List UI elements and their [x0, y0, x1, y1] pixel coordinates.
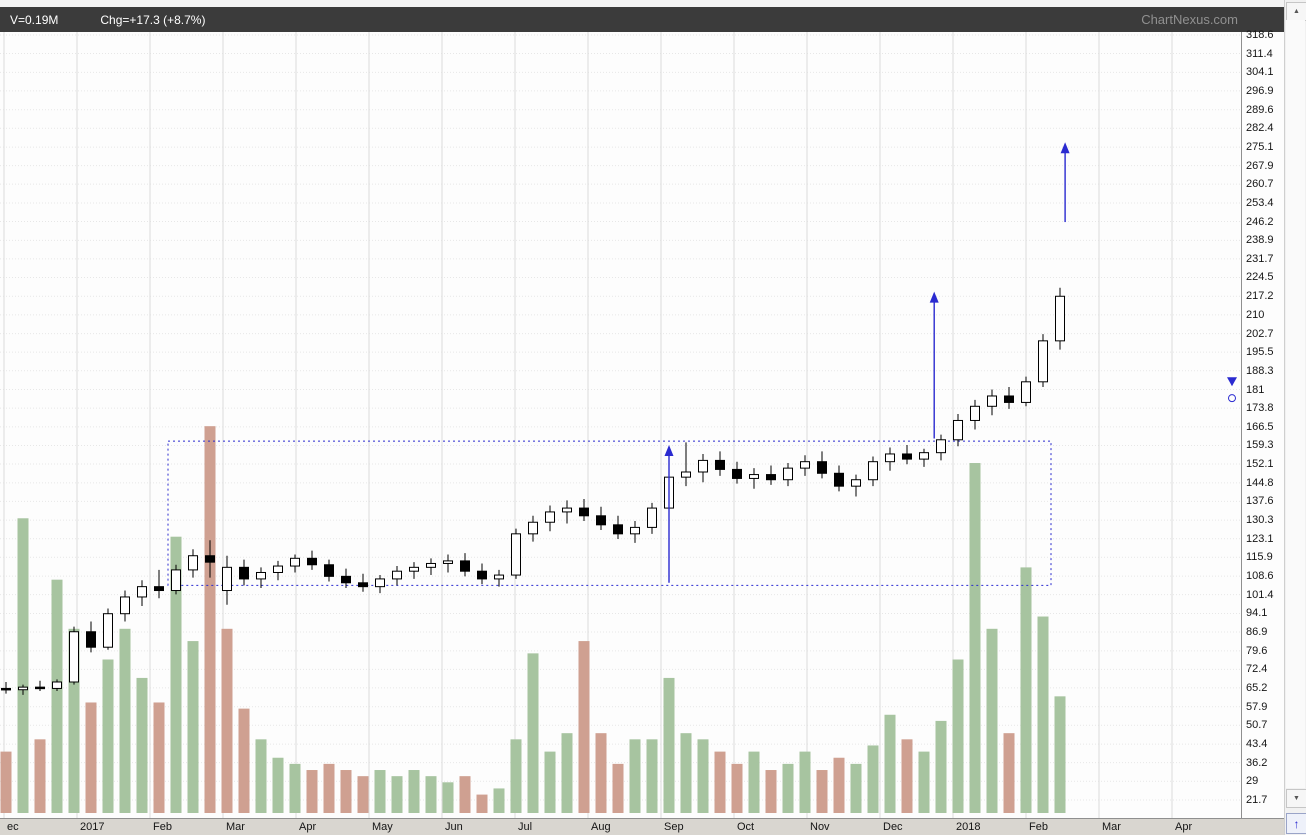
x-tick-label: Sep	[664, 821, 684, 833]
x-tick-label: 2018	[956, 821, 981, 833]
y-tick-label: 202.7	[1246, 327, 1274, 340]
x-tick-label: Apr	[1175, 821, 1193, 833]
y-tick-label: 166.5	[1246, 420, 1274, 433]
y-tick-label: 304.1	[1246, 66, 1274, 79]
y-tick-label: 188.3	[1246, 364, 1274, 377]
y-tick-label: 94.1	[1246, 607, 1268, 620]
y-tick-label: 311.4	[1246, 47, 1273, 60]
x-tick-label: Feb	[153, 821, 172, 833]
y-tick-label: 86.9	[1246, 626, 1268, 638]
y-tick-label: 217.2	[1246, 290, 1274, 303]
x-tick-label: 2017	[80, 821, 105, 833]
volume-bars	[0, 426, 1066, 813]
x-tick-label: Mar	[226, 821, 245, 833]
y-tick-label: 57.9	[1246, 700, 1268, 713]
y-tick-label: 173.8	[1246, 402, 1274, 415]
y-tick-label: 181	[1246, 383, 1265, 396]
x-tick-label: Jun	[445, 821, 463, 833]
y-tick-label: 43.4	[1246, 738, 1268, 751]
chart-header-bar: V=0.19M Chg=+17.3 (+8.7%) ChartNexus.com	[0, 7, 1284, 32]
vertical-scrollbar[interactable]: ▲ ▼ ↑	[1284, 0, 1306, 835]
y-tick-label: 137.6	[1246, 495, 1274, 508]
y-tick-label: 246.2	[1246, 215, 1274, 228]
y-tick-label: 195.5	[1246, 346, 1274, 359]
y-tick-label: 108.6	[1246, 570, 1274, 583]
y-tick-label: 296.9	[1246, 84, 1274, 97]
x-tick-label: Oct	[737, 821, 755, 833]
y-tick-label: 318.6	[1246, 29, 1274, 41]
y-tick-label: 210	[1246, 308, 1265, 321]
last-price-marker	[1227, 377, 1237, 403]
y-tick-label: 101.4	[1246, 588, 1274, 601]
y-tick-label: 65.2	[1246, 681, 1268, 694]
y-tick-label: 253.4	[1246, 196, 1274, 209]
candles	[1, 287, 1065, 695]
x-tick-label: May	[372, 821, 393, 833]
y-tick-label: 231.7	[1246, 252, 1274, 265]
y-tick-label: 238.9	[1246, 234, 1274, 247]
y-tick-label: 36.2	[1246, 756, 1268, 769]
watermark: ChartNexus.com	[1141, 12, 1238, 27]
change-readout: Chg=+17.3 (+8.7%)	[100, 12, 206, 27]
x-tick-label: Feb	[1029, 821, 1048, 833]
y-tick-label: 289.6	[1246, 103, 1274, 116]
restore-up-arrow-icon: ↑	[1293, 816, 1300, 831]
y-tick-label: 260.7	[1246, 178, 1274, 191]
scrollbar-track[interactable]	[1286, 20, 1305, 788]
down-arrow-icon: ▼	[1293, 795, 1300, 802]
y-tick-label: 267.9	[1246, 159, 1274, 172]
price-volume-plot[interactable]	[0, 32, 1241, 818]
y-tick-label: 159.3	[1246, 439, 1274, 452]
y-tick-label: 72.4	[1246, 663, 1268, 676]
trend-arrows	[664, 142, 1070, 583]
y-tick-label: 79.6	[1246, 644, 1268, 657]
y-tick-label: 115.9	[1246, 551, 1273, 564]
scroll-down-button[interactable]: ▼	[1286, 789, 1306, 808]
y-tick-label: 152.1	[1246, 458, 1274, 470]
x-tick-label: Aug	[591, 821, 611, 833]
y-tick-label: 21.7	[1246, 794, 1268, 806]
time-axis[interactable]: ec 2017 Feb Mar Apr May Jun Jul Aug Sep Oct Nov Dec 2…	[0, 818, 1284, 835]
scroll-up-button[interactable]: ▲	[1286, 2, 1306, 21]
x-tick-label: ec	[7, 821, 19, 833]
y-tick-label: 123.1	[1246, 532, 1274, 545]
x-tick-label: Jul	[518, 821, 533, 833]
y-tick-label: 144.8	[1246, 476, 1274, 489]
x-tick-label: Nov	[810, 821, 830, 833]
up-arrow-icon: ▲	[1293, 8, 1300, 15]
x-tick-label: Dec	[883, 821, 903, 833]
y-tick-label: 275.1	[1246, 141, 1274, 154]
volume-readout: V=0.19M	[10, 12, 59, 27]
consolidation-box	[167, 440, 1052, 586]
y-tick-label: 282.4	[1246, 122, 1274, 135]
price-axis[interactable]: 318.6 311.4 304.1 296.9 289.6 282.4 275.1 267.9…	[1241, 29, 1286, 818]
x-tick-label: Apr	[299, 821, 317, 833]
y-tick-label: 224.5	[1246, 271, 1274, 284]
x-tick-label: Mar	[1102, 821, 1121, 833]
restore-chart-button[interactable]: ↑	[1286, 813, 1306, 834]
y-tick-label: 50.7	[1246, 719, 1268, 732]
y-tick-label: 130.3	[1246, 514, 1274, 527]
window-top-strip	[0, 0, 1284, 7]
y-tick-label: 29	[1246, 775, 1259, 788]
